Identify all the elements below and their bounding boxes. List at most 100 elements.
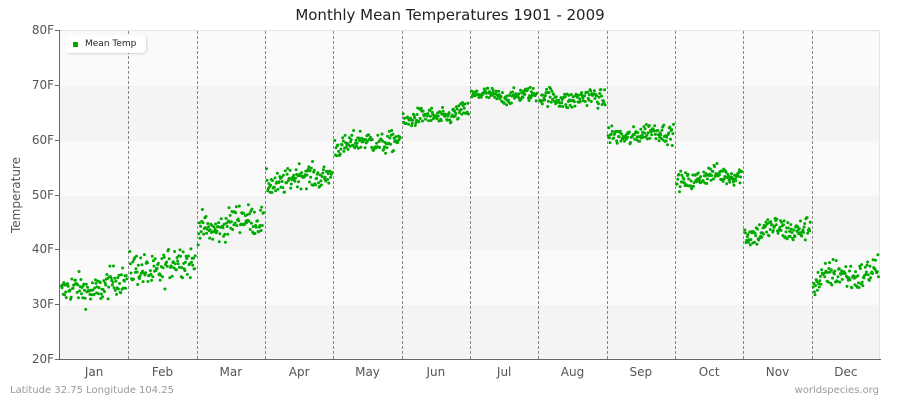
data-point (805, 216, 809, 220)
data-point (526, 96, 530, 100)
data-point (871, 272, 874, 275)
data-point (91, 288, 95, 292)
legend[interactable]: Mean Temp (65, 35, 147, 53)
data-point (124, 274, 128, 278)
data-point (466, 101, 470, 105)
data-point (106, 297, 110, 301)
data-point (145, 261, 149, 265)
data-point (701, 179, 705, 182)
data-point (679, 169, 683, 173)
data-point (545, 87, 548, 91)
data-point (800, 234, 804, 238)
data-point (629, 141, 632, 144)
y-tick-label: 30F (31, 297, 54, 312)
data-point (867, 278, 871, 282)
legend-label: Mean Temp (85, 39, 137, 49)
data-point (788, 229, 792, 233)
data-point (812, 282, 816, 285)
data-point (314, 183, 317, 187)
data-point (262, 211, 265, 215)
data-point (768, 228, 772, 231)
data-point (743, 228, 747, 232)
data-point (62, 281, 66, 285)
data-point (436, 114, 440, 118)
data-point (410, 121, 414, 125)
data-point (247, 219, 251, 223)
y-tick-mark (55, 139, 60, 141)
data-point (803, 238, 807, 242)
data-point (718, 173, 721, 177)
band-20-30 (60, 305, 879, 360)
data-point (196, 243, 200, 247)
data-point (76, 283, 80, 287)
data-point (858, 267, 862, 270)
data-point (874, 258, 877, 262)
data-point (490, 94, 493, 97)
data-point (233, 221, 237, 225)
data-point (294, 168, 298, 172)
data-point (134, 267, 138, 271)
data-point (381, 139, 385, 143)
data-point (217, 221, 221, 225)
data-point (213, 227, 217, 231)
data-point (861, 284, 865, 288)
data-point (598, 92, 602, 95)
data-point (369, 135, 372, 139)
data-point (459, 108, 463, 111)
data-point (632, 125, 636, 129)
source-credit[interactable]: worldspecies.org (794, 385, 879, 396)
data-point (271, 179, 274, 182)
data-point (309, 166, 313, 170)
data-point (165, 264, 169, 268)
data-point (206, 222, 210, 225)
data-point (609, 132, 613, 136)
data-point (873, 267, 877, 271)
legend-swatch-icon (73, 41, 78, 47)
data-point (418, 117, 422, 120)
data-point (97, 286, 101, 290)
data-point (775, 217, 779, 221)
data-point (280, 180, 284, 183)
data-point (613, 132, 617, 136)
data-point (86, 285, 89, 289)
data-point (340, 143, 344, 147)
data-point (135, 254, 138, 258)
data-point (571, 95, 575, 99)
data-point (414, 121, 418, 125)
data-point (274, 189, 278, 193)
data-point (270, 191, 274, 194)
data-point (757, 223, 761, 227)
data-point (208, 228, 212, 232)
data-point (737, 171, 741, 174)
data-point (170, 265, 174, 269)
data-point (857, 286, 861, 289)
data-point (125, 277, 129, 281)
y-tick-mark (55, 194, 60, 196)
data-point (774, 223, 778, 227)
data-point (456, 116, 460, 120)
data-point (521, 95, 525, 99)
month-separator (743, 31, 745, 359)
data-point (546, 99, 550, 103)
data-point (862, 276, 866, 280)
data-point (650, 133, 654, 137)
data-point (875, 270, 879, 274)
data-point (315, 176, 319, 180)
data-point (83, 296, 87, 300)
month-separator (470, 31, 471, 359)
data-point (112, 264, 115, 268)
data-point (308, 180, 311, 184)
data-point (721, 179, 725, 183)
data-point (341, 139, 345, 143)
data-point (552, 92, 556, 96)
data-point (686, 172, 690, 176)
data-point (531, 87, 535, 90)
data-point (90, 281, 94, 285)
y-tick-mark (55, 249, 60, 251)
data-point (430, 106, 434, 110)
data-point (843, 271, 847, 275)
data-point (722, 177, 726, 181)
data-point (485, 95, 489, 99)
data-point (283, 169, 287, 173)
data-point (678, 185, 682, 189)
